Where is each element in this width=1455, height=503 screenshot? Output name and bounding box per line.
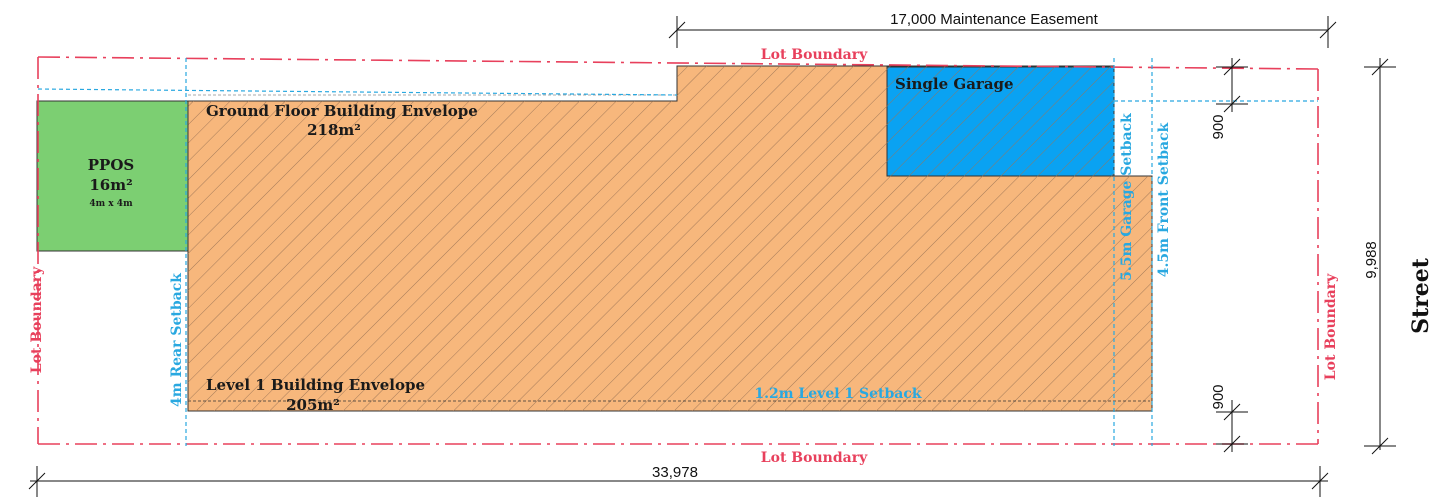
dim-depth-label: 9,988 [1363, 241, 1380, 279]
single-garage-label: Single Garage [895, 75, 1014, 93]
dimension-lines [28, 16, 1396, 497]
ppos-title-label: PPOS [88, 156, 134, 174]
lot-boundary-bottom-label: Lot Boundary [761, 450, 868, 466]
dim-900-bottom-label: 900 [1210, 384, 1227, 409]
lot-boundary-top-label: Lot Boundary [761, 47, 868, 63]
level1-area-label: 205m² [286, 396, 340, 414]
setback-lines [37, 58, 1318, 446]
ground-floor-area-label: 218m² [307, 121, 361, 139]
envelope-hatch [188, 66, 1152, 411]
front-setback-label: 4.5m Front Setback [1156, 122, 1172, 277]
ppos-area-label: 16m² [89, 176, 132, 194]
level1-setback-label: 1.2m Level 1 Setback [754, 386, 922, 402]
level1-envelope-label: Level 1 Building Envelope [206, 376, 425, 394]
maintenance-easement-label: 17,000 Maintenance Easement [890, 11, 1098, 28]
ppos-size-label: 4m x 4m [89, 199, 133, 209]
ground-floor-envelope-label: Ground Floor Building Envelope [206, 102, 478, 120]
dim-length-label: 33,978 [652, 464, 698, 481]
rear-setback-label: 4m Rear Setback [169, 273, 185, 407]
lot-boundary-left-label: Lot Boundary [29, 266, 45, 373]
lot-boundary [37, 56, 1319, 445]
dim-900-top-label: 900 [1210, 114, 1227, 139]
lot-boundary-right-label: Lot Boundary [1323, 273, 1339, 380]
street-label: Street [1408, 257, 1434, 334]
garage-setback-label: 5.5m Garage Setback [1119, 113, 1135, 281]
ppos-area [36, 100, 189, 252]
